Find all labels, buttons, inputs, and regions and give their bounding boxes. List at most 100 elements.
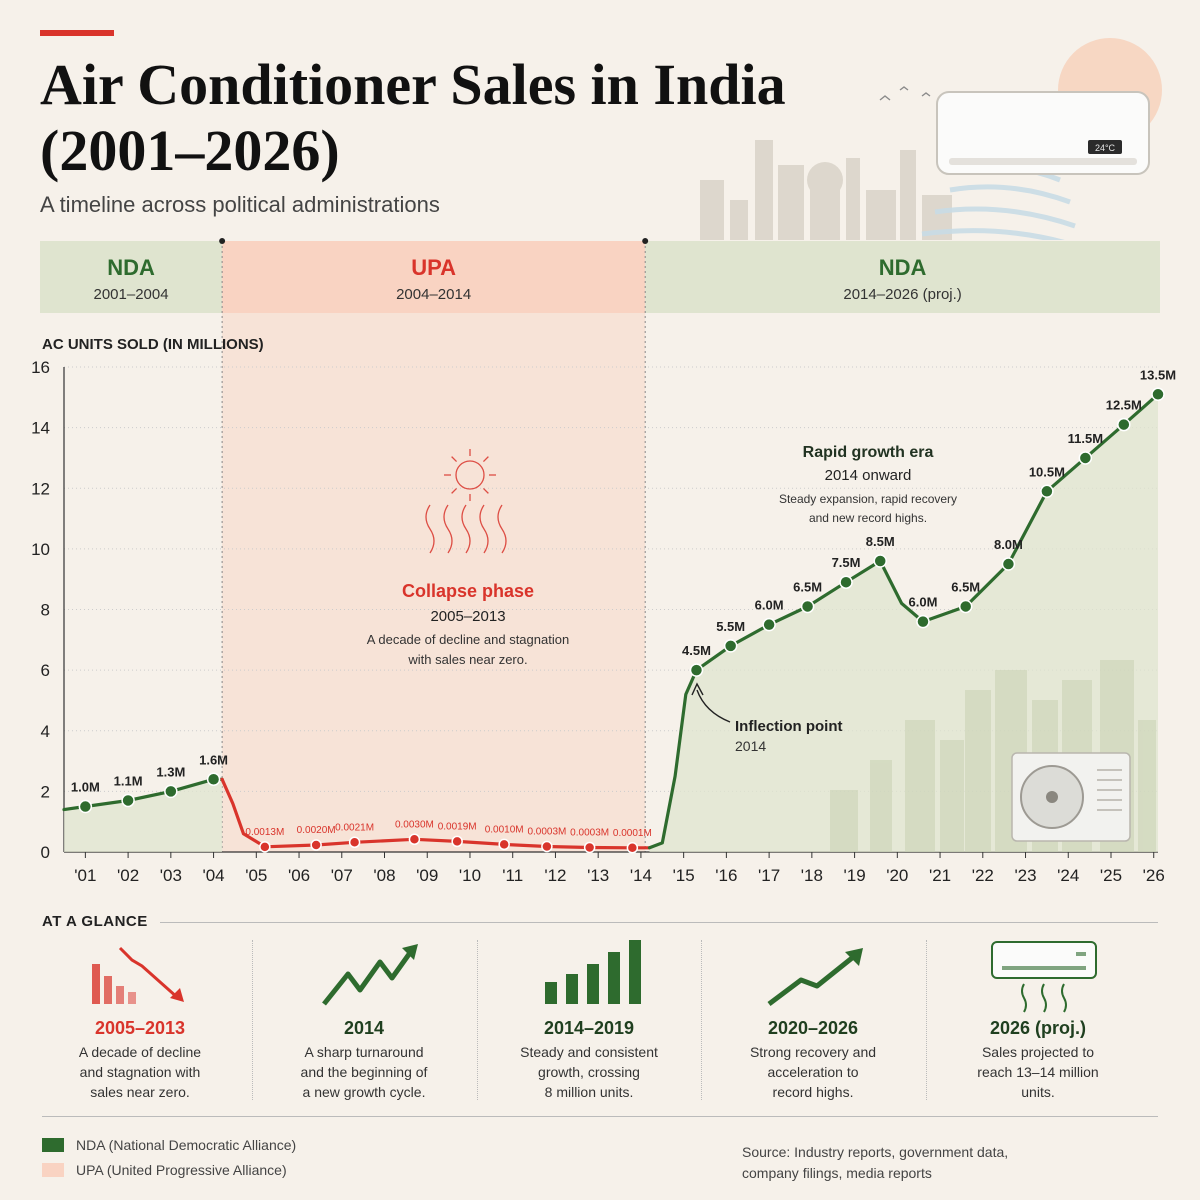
glance-card-period: 2014	[343, 1018, 385, 1038]
data-label: 6.0M	[755, 598, 784, 613]
y-tick-label: 8	[41, 601, 50, 620]
growth-title: Rapid growth era	[803, 444, 934, 461]
collapse-title: Collapse phase	[402, 581, 534, 601]
data-point	[1001, 557, 1016, 571]
sun-ray	[451, 456, 458, 463]
x-tick-label: '05	[245, 866, 267, 885]
era-boundary-dot-1	[219, 238, 226, 244]
x-tick-label: '17	[758, 866, 780, 885]
glance-card-desc-line: A decade of decline	[78, 1044, 202, 1060]
x-tick-label: '03	[160, 866, 182, 885]
x-tick-label: '10	[459, 866, 481, 885]
x-tick-label: '02	[117, 866, 139, 885]
ac-temperature-display: 24°C	[1095, 143, 1116, 153]
outdoor-unit-fan-hub	[1046, 791, 1058, 803]
x-tick-label: '22	[972, 866, 994, 885]
data-label: 8.0M	[994, 537, 1023, 552]
sun-core	[455, 460, 485, 490]
glance-card-desc: Sales projected to reach 13–14 million uni…	[948, 1042, 1128, 1102]
data-point	[348, 836, 361, 849]
page-subtitle: A timeline across political administrati…	[40, 192, 440, 217]
y-tick-label: 2	[41, 782, 50, 801]
data-points: 1.0M 1.1M 1.3M 1.6M 0.0013M 0.0020M 0.0021M 0.0…	[71, 367, 1176, 854]
glance-card-desc: A sharp turnaround and the beginning of a …	[274, 1042, 454, 1102]
sun-ray	[482, 487, 489, 494]
x-tick-label: '18	[801, 866, 823, 885]
data-point	[800, 599, 815, 614]
legend-upa: UPA (United Progressive Alliance)	[42, 1162, 287, 1178]
inflection-title: Inflection point	[735, 718, 842, 735]
hero-illustration: 24°C	[700, 38, 1162, 240]
source-line-1: Source: Industry reports, government dat…	[742, 1144, 1009, 1160]
x-tick-label: '07	[331, 866, 353, 885]
glance-card-desc-line: acceleration to	[767, 1064, 859, 1080]
y-tick-label: 16	[31, 358, 50, 377]
data-label: 5.5M	[716, 619, 745, 634]
skyline-building	[940, 740, 964, 852]
glance-divider	[477, 940, 478, 1100]
era-band-2	[222, 241, 646, 313]
data-label: 12.5M	[1106, 398, 1142, 413]
title-line-2: (2001–2026)	[40, 118, 340, 183]
data-point	[408, 833, 421, 846]
x-tick-label: '21	[929, 866, 951, 885]
glance-card-period: 2020–2026	[767, 1018, 859, 1038]
skyline-building	[965, 690, 991, 852]
growth-desc-1: Steady expansion, rapid recovery	[779, 492, 957, 506]
glance-card-desc: Steady and consistent growth, crossing 8 m…	[499, 1042, 679, 1102]
x-tick-label: '08	[373, 866, 395, 885]
heat-wave	[497, 504, 507, 554]
data-point	[583, 841, 596, 854]
x-axis: '01 '02 '03 '04 '05 '06 '07 '08 '09 '10 '11 '12 '13 '…	[64, 851, 1165, 885]
legend-nda-swatch	[42, 1138, 64, 1152]
data-label: 1.3M	[156, 764, 185, 779]
era-boundary-dot-2	[642, 238, 649, 244]
legend-nda: NDA (National Democratic Alliance)	[42, 1137, 296, 1153]
glance-rule	[160, 922, 1158, 923]
y-tick-label: 14	[31, 419, 50, 438]
y-tick-label: 10	[31, 540, 50, 559]
y-tick-label: 12	[31, 479, 50, 498]
data-label: 8.5M	[866, 534, 895, 549]
glance-card-desc-line: and stagnation with	[79, 1064, 201, 1080]
growth-desc-2: and new record highs.	[809, 511, 927, 525]
era-band-1	[40, 241, 223, 313]
glance-card-desc-line: Sales projected to	[981, 1044, 1095, 1060]
data-label: 6.5M	[793, 579, 822, 594]
glance-card-period: 2026 (proj.)	[989, 1018, 1087, 1038]
data-point	[259, 841, 271, 853]
glance-card-desc: Strong recovery and acceleration to record…	[723, 1042, 903, 1102]
data-point	[762, 617, 776, 632]
glance-card-desc-line: units.	[1021, 1084, 1055, 1100]
y-tick-label: 4	[41, 722, 50, 741]
inflection-year: 2014	[735, 738, 766, 754]
x-tick-label: '23	[1014, 866, 1036, 885]
glance-card-period: 2005–2013	[94, 1018, 186, 1038]
era-years-2: 2004–2014	[396, 286, 471, 303]
skyline-building	[870, 760, 892, 852]
era-name-2: UPA	[411, 255, 456, 280]
zigzag-up-arrow-icon	[322, 944, 418, 1006]
data-label: 0.0019M	[438, 821, 477, 832]
data-point	[498, 838, 510, 851]
air-conditioner-icon	[991, 941, 1097, 1013]
x-tick-label: '13	[587, 866, 609, 885]
data-label: 13.5M	[1140, 367, 1176, 382]
glance-card-desc: A decade of decline and stagnation with sa…	[50, 1042, 230, 1102]
glance-card: 2020–2026 Strong recovery and acceleration…	[701, 936, 925, 1106]
data-point	[689, 663, 704, 677]
data-point	[1117, 417, 1131, 432]
data-point	[1151, 387, 1165, 402]
inflection-pointer	[696, 689, 731, 723]
data-label: 0.0003M	[527, 827, 566, 838]
glance-card: 2005–2013 A decade of decline and stagnati…	[28, 936, 252, 1106]
data-point	[541, 840, 553, 853]
series-area-1	[64, 779, 223, 852]
heat-wave	[443, 504, 453, 554]
outdoor-ac-unit-icon	[1011, 752, 1131, 842]
data-label: 0.0021M	[335, 822, 374, 833]
glance-card-desc-line: record highs.	[772, 1084, 854, 1100]
era-band-3	[645, 241, 1160, 313]
x-tick-label: '24	[1057, 866, 1079, 885]
data-label: 1.6M	[199, 752, 228, 767]
